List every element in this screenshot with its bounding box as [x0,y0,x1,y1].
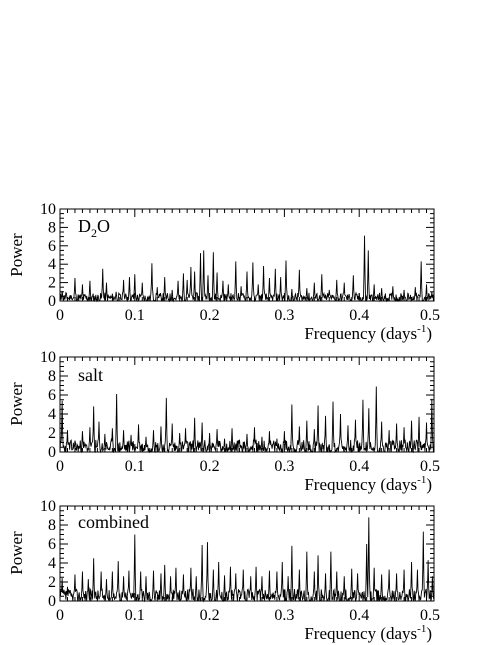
panel-label-rest: O [97,216,110,236]
ytick-label: 0 [48,593,56,610]
panel-salt-label: salt [78,365,103,385]
panel-combined-label: combined [78,512,149,532]
ytick-label: 4 [48,555,56,572]
ytick-label: 4 [48,406,56,423]
panel-combined: 0 0.1 0.2 0.3 0.4 0.5 0 2 4 6 8 10 Power… [7,498,440,643]
panel-salt-frame [59,356,435,453]
xlabel-exponent: -1 [417,623,426,635]
panel-combined-series-line [59,517,435,603]
panel-salt-series-line [59,386,435,454]
xtick-label: 0.3 [274,607,294,624]
xtick-label: 0.5 [420,458,440,475]
ytick-label: 8 [48,517,56,534]
xtick-label: 0.5 [420,307,440,324]
xtick-label: 0.5 [420,607,440,624]
xlabel-main: Frequency (days [304,624,417,643]
panel-d2o: 0 0.1 0.2 0.3 0.4 0.5 0 2 4 6 8 10 Power… [7,201,440,343]
xtick-label: 0.2 [200,307,220,324]
panel-salt-xlabel: Frequency (days-1) [304,474,432,494]
panel-d2o-series-line [59,235,435,303]
ytick-label: 2 [48,425,56,442]
xlabel-close: ) [426,624,432,643]
xtick-label: 0.4 [349,607,369,624]
panel-salt-ytick-labels: 0 2 4 6 8 10 [40,349,56,461]
panel-combined-frame [59,505,435,602]
panel-combined-xtick-labels: 0 0.1 0.2 0.3 0.4 0.5 [56,607,440,624]
panel-label-subscript: 2 [91,226,97,240]
panel-d2o-ytick-labels: 0 2 4 6 8 10 [40,201,56,310]
xtick-label: 0.4 [349,307,369,324]
panel-combined-xlabel: Frequency (days-1) [304,623,432,643]
xtick-label: 0.3 [274,458,294,475]
ytick-label: 6 [48,238,56,255]
xlabel-main: Frequency (days [304,324,417,343]
panel-combined-ylabel: Power [7,531,26,575]
xtick-label: 0.2 [200,458,220,475]
panel-salt-ylabel: Power [7,382,26,426]
panel-label-main: D [78,216,91,236]
panel-salt-xtick-labels: 0 0.1 0.2 0.3 0.4 0.5 [56,458,440,475]
ytick-label: 10 [40,498,56,515]
xlabel-exponent: -1 [417,474,426,486]
xtick-label: 0.3 [274,307,294,324]
xtick-label: 0.1 [125,458,145,475]
ytick-label: 2 [48,275,56,292]
xlabel-main: Frequency (days [304,475,417,494]
xtick-label: 0.1 [125,607,145,624]
ytick-label: 4 [48,256,56,273]
ytick-label: 10 [40,201,56,218]
ytick-label: 0 [48,293,56,310]
panel-salt: 0 0.1 0.2 0.3 0.4 0.5 0 2 4 6 8 10 Power… [7,349,440,494]
xtick-label: 0 [56,307,64,324]
panel-d2o-frame [59,208,435,302]
xlabel-close: ) [426,324,432,343]
ytick-label: 8 [48,219,56,236]
panel-d2o-ylabel: Power [7,233,26,277]
xtick-label: 0.2 [200,607,220,624]
ytick-label: 10 [40,349,56,366]
ytick-label: 0 [48,444,56,461]
xtick-label: 0 [56,607,64,624]
xtick-label: 0 [56,458,64,475]
ytick-label: 6 [48,387,56,404]
ytick-label: 6 [48,536,56,553]
xtick-label: 0.4 [349,458,369,475]
panel-d2o-label: D2O [78,216,110,240]
ytick-label: 2 [48,574,56,591]
ytick-label: 8 [48,368,56,385]
xlabel-exponent: -1 [417,323,426,335]
xtick-label: 0.1 [125,307,145,324]
panel-combined-ytick-labels: 0 2 4 6 8 10 [40,498,56,610]
xlabel-close: ) [426,475,432,494]
panel-d2o-xlabel: Frequency (days-1) [304,323,432,343]
panel-d2o-xtick-labels: 0 0.1 0.2 0.3 0.4 0.5 [56,307,440,324]
